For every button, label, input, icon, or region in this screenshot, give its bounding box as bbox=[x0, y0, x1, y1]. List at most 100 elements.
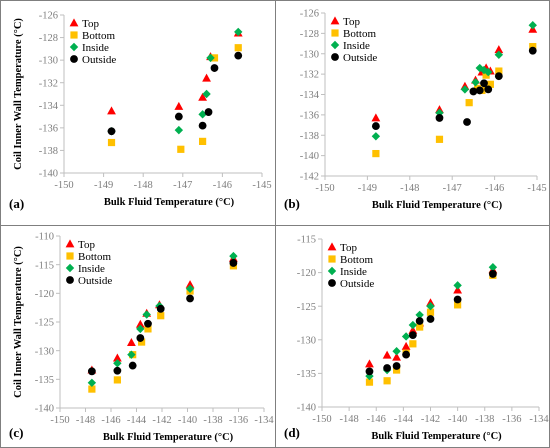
x-tick-label: -138 bbox=[203, 415, 222, 426]
panel-1: -150 -149 -148 -147 -146 -145 -140 -138 -136 -134… bbox=[9, 11, 272, 211]
x-tick-label: -148 bbox=[340, 414, 359, 425]
legend-marker-top bbox=[69, 18, 79, 27]
y-tick-label: -130 bbox=[35, 346, 54, 357]
point-inside bbox=[392, 347, 401, 356]
point-inside bbox=[471, 78, 480, 87]
legend-marker-top bbox=[330, 16, 340, 25]
x-tick-label: -136 bbox=[502, 414, 521, 425]
point-bottom bbox=[482, 71, 490, 79]
point-outside bbox=[475, 86, 484, 95]
legend-label-bottom: Bottom bbox=[82, 30, 115, 42]
point-inside bbox=[185, 284, 195, 293]
point-outside bbox=[415, 317, 424, 325]
legend-label-inside: Inside bbox=[340, 266, 367, 278]
point-bottom bbox=[138, 338, 146, 346]
x-tick-label: -148 bbox=[134, 180, 153, 191]
point-bottom bbox=[107, 138, 116, 147]
point-inside bbox=[371, 132, 381, 141]
x-tick-label: -145 bbox=[527, 183, 546, 194]
panel-label: (a) bbox=[9, 196, 24, 211]
point-outside bbox=[528, 46, 537, 55]
point-bottom bbox=[486, 80, 494, 88]
point-outside bbox=[435, 114, 444, 122]
point-top bbox=[198, 92, 207, 101]
point-bottom bbox=[157, 312, 165, 320]
point-top bbox=[174, 101, 184, 110]
point-bottom bbox=[199, 137, 207, 145]
point-inside bbox=[528, 21, 537, 30]
point-inside bbox=[494, 50, 504, 59]
point-bottom bbox=[435, 135, 444, 143]
y-tick-label: -125 bbox=[35, 318, 54, 329]
point-outside bbox=[488, 270, 497, 278]
point-top bbox=[107, 106, 116, 115]
point-top bbox=[408, 325, 418, 334]
point-bottom bbox=[365, 378, 374, 386]
point-outside bbox=[186, 294, 194, 303]
point-outside bbox=[156, 304, 165, 313]
y-tick-label: -130 bbox=[300, 49, 319, 60]
point-bottom bbox=[465, 99, 473, 107]
x-tick-label: -145 bbox=[252, 180, 271, 191]
point-top bbox=[127, 338, 136, 347]
point-bottom bbox=[113, 376, 121, 384]
x-tick-label: -147 bbox=[173, 180, 192, 191]
point-inside bbox=[136, 324, 145, 334]
point-bottom bbox=[409, 340, 417, 348]
y-tick-label: -126 bbox=[39, 11, 58, 22]
point-top bbox=[371, 113, 381, 122]
legend-marker-inside bbox=[327, 266, 337, 276]
point-inside bbox=[229, 251, 238, 261]
point-outside bbox=[107, 127, 116, 136]
point-inside bbox=[202, 89, 211, 99]
legend-label-bottom: Bottom bbox=[78, 251, 111, 263]
legend-label-top: Top bbox=[340, 242, 357, 254]
x-tick-label: -150 bbox=[50, 415, 69, 426]
x-tick-label: -146 bbox=[367, 414, 386, 425]
y-axis-title: Coil Inner Wall Temperature (°C) bbox=[13, 246, 24, 398]
x-tick-label: -142 bbox=[421, 414, 440, 425]
point-outside bbox=[229, 259, 238, 267]
legend-label-inside: Inside bbox=[343, 40, 370, 52]
point-bottom bbox=[495, 67, 503, 75]
y-tick-label: -120 bbox=[297, 268, 316, 279]
legend-marker-bottom bbox=[70, 31, 78, 39]
point-bottom bbox=[144, 325, 152, 333]
point-inside bbox=[401, 332, 411, 341]
legend-label-bottom: Bottom bbox=[340, 254, 373, 266]
point-bottom bbox=[88, 385, 96, 393]
point-top bbox=[365, 359, 374, 368]
legend-label-inside: Inside bbox=[78, 263, 105, 275]
y-tick-label: -138 bbox=[39, 146, 58, 157]
y-tick-label: -126 bbox=[300, 9, 319, 20]
y-tick-label: -140 bbox=[35, 404, 54, 415]
x-tick-label: -150 bbox=[54, 180, 73, 191]
point-top bbox=[382, 350, 392, 359]
point-top bbox=[112, 353, 122, 362]
y-tick-label: -128 bbox=[39, 33, 58, 44]
x-tick-label: -144 bbox=[127, 415, 147, 426]
legend-label-outside: Outside bbox=[343, 52, 377, 64]
y-tick-label: -130 bbox=[39, 56, 58, 67]
y-tick-label: -128 bbox=[300, 29, 319, 40]
y-tick-label: -135 bbox=[35, 375, 54, 386]
y-tick-label: -136 bbox=[39, 123, 58, 134]
x-tick-label: -134 bbox=[254, 415, 274, 426]
point-outside bbox=[426, 315, 435, 323]
legend-marker-bottom bbox=[331, 29, 339, 37]
panel-4: -150 -148 -146 -144 -142 -140 -138 -136 -134 -140… bbox=[284, 235, 549, 442]
point-inside bbox=[453, 281, 462, 290]
y-tick-label: -132 bbox=[39, 78, 58, 89]
point-inside bbox=[488, 263, 498, 272]
y-tick-label: -140 bbox=[297, 403, 316, 414]
legend-marker-top bbox=[327, 242, 337, 251]
point-outside bbox=[113, 366, 122, 375]
point-inside bbox=[206, 53, 215, 63]
legend-marker-bottom bbox=[328, 255, 336, 263]
point-inside bbox=[113, 359, 122, 368]
legend-label-outside: Outside bbox=[82, 54, 116, 66]
legend-marker-outside bbox=[328, 279, 336, 287]
point-bottom bbox=[383, 377, 391, 385]
